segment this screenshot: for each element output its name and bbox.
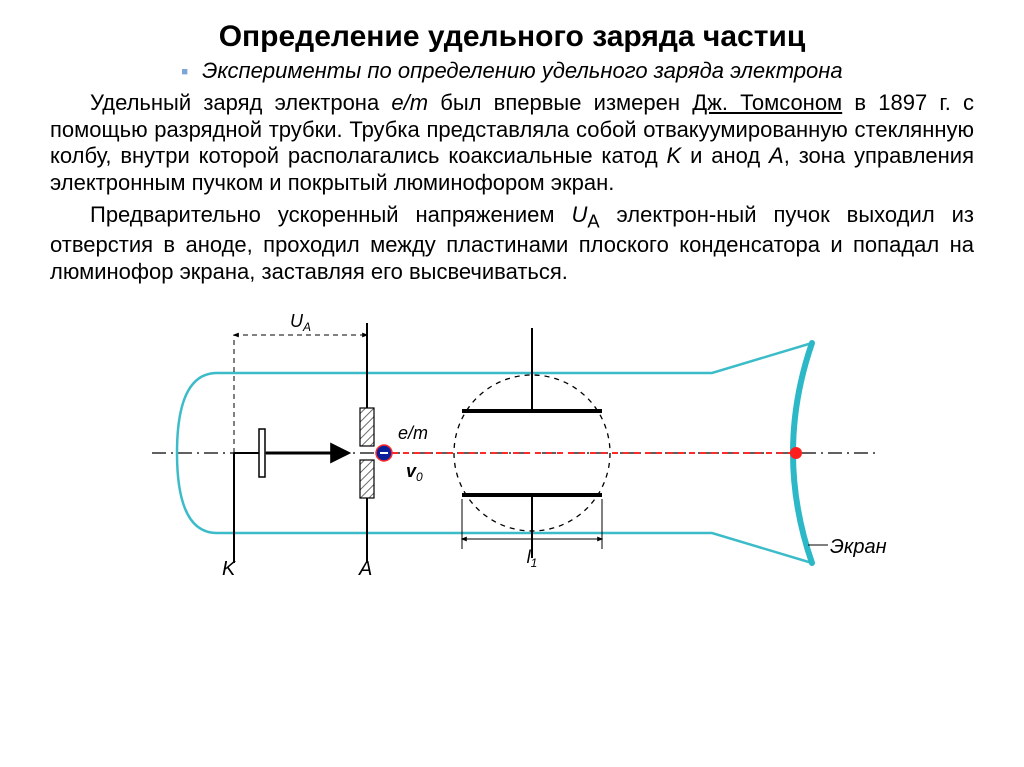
svg-text:K: K bbox=[222, 558, 237, 580]
subtitle: ■ Эксперименты по определению удельного … bbox=[50, 58, 974, 84]
svg-text:e/m: e/m bbox=[398, 423, 428, 443]
svg-text:v0: v0 bbox=[406, 461, 423, 484]
thomson-tube-diagram: UAe/mv0l1KAЭкран bbox=[132, 293, 892, 583]
subtitle-text: Эксперименты по определению удельного за… bbox=[202, 58, 843, 83]
svg-text:Экран: Экран bbox=[830, 536, 887, 558]
paragraph-2: Предварительно ускоренный напряжением UA… bbox=[50, 202, 974, 285]
svg-text:UA: UA bbox=[290, 311, 311, 334]
bullet-icon: ■ bbox=[181, 66, 188, 78]
svg-text:A: A bbox=[358, 558, 372, 580]
page-title: Определение удельного заряда частиц bbox=[50, 20, 974, 54]
paragraph-1: Удельный заряд электрона e/m был впервые… bbox=[50, 90, 974, 196]
